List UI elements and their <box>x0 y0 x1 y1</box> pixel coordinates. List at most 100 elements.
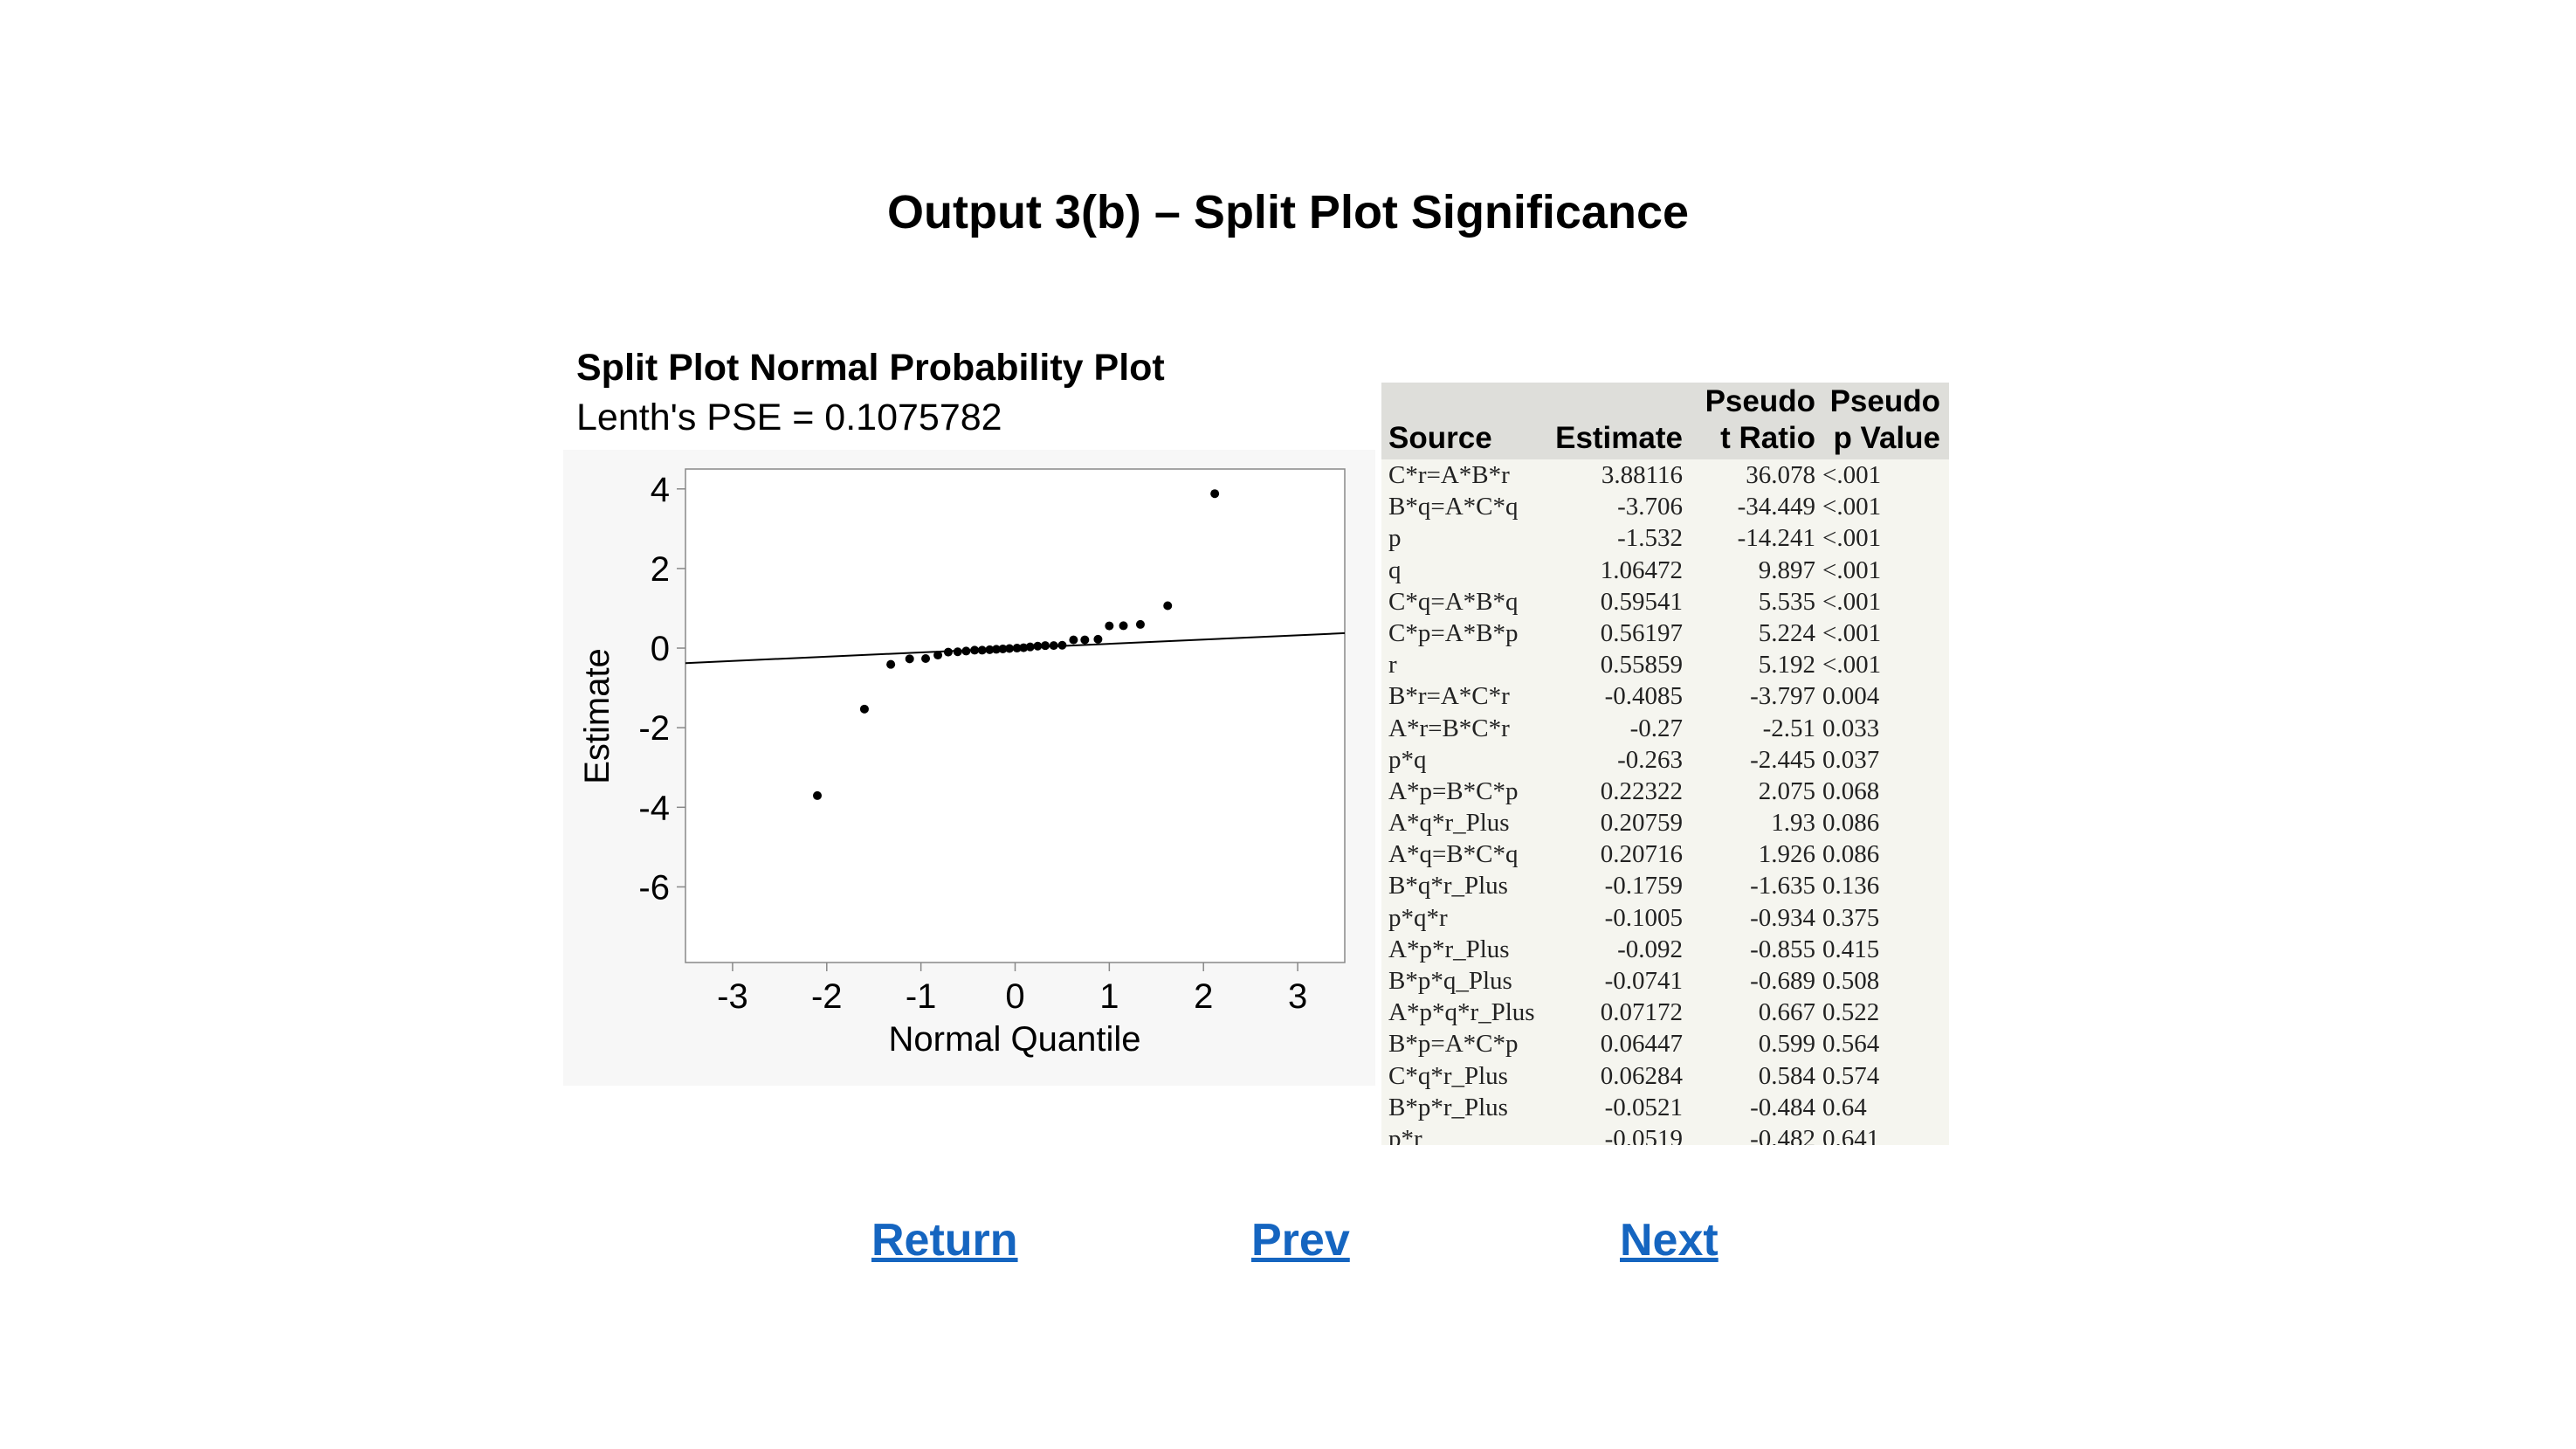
cell-source: p <box>1388 524 1402 553</box>
cell-source: A*q*r_Plus <box>1388 809 1510 838</box>
cell-estimate: 0.56197 <box>1600 618 1683 647</box>
cell-p-value: <.001 <box>1822 461 1882 489</box>
cell-source: p*q*r <box>1388 903 1448 932</box>
cell-t-ratio: 2.075 <box>1758 776 1815 805</box>
table-row: B*p*r_Plus -0.0521 -0.484 0.64 <box>1381 1092 1949 1123</box>
header-source: Source <box>1388 421 1492 455</box>
cell-source: p*r <box>1388 1124 1422 1145</box>
cell-estimate: 1.06472 <box>1600 555 1683 584</box>
cell-p-value: 0.037 <box>1822 745 1880 774</box>
data-point <box>1119 621 1128 631</box>
plot-title: Split Plot Normal Probability Plot <box>576 347 1165 389</box>
cell-estimate: -0.4085 <box>1604 682 1683 711</box>
cell-estimate: -0.0519 <box>1604 1124 1683 1145</box>
cell-source: C*q=A*B*q <box>1388 587 1519 616</box>
cell-t-ratio: 0.667 <box>1758 998 1815 1027</box>
chart-svg: 4 2 0 -2 -4 -6 -3 -2 -1 0 1 2 3 Normal Quantile Est… <box>578 468 1346 1059</box>
data-point <box>998 644 1008 653</box>
table-row: A*p*r_Plus -0.092 -0.855 0.415 <box>1381 934 1949 965</box>
table-row: A*r=B*C*r -0.27 -2.51 0.033 <box>1381 713 1949 744</box>
cell-estimate: -0.27 <box>1629 714 1683 742</box>
header-estimate: Estimate <box>1555 421 1683 455</box>
cell-estimate: 0.07172 <box>1600 998 1683 1027</box>
cell-t-ratio: 1.926 <box>1758 840 1815 869</box>
data-point <box>1012 644 1022 653</box>
cell-t-ratio: -0.855 <box>1750 935 1815 963</box>
data-point <box>961 646 971 656</box>
cell-source: C*p=A*B*p <box>1388 618 1519 647</box>
header-t-ratio-line1: Pseudo <box>1705 384 1815 418</box>
cell-t-ratio: -2.51 <box>1762 714 1815 742</box>
cell-source: B*r=A*C*r <box>1388 682 1510 711</box>
y-tick-label: -6 <box>638 868 670 907</box>
cell-source: C*r=A*B*r <box>1388 461 1510 489</box>
table-body: C*r=A*B*r 3.88116 36.078 <.001 B*q=A*C*q -3.7… <box>1381 459 1949 1145</box>
data-point <box>991 645 1001 654</box>
cell-estimate: 0.55859 <box>1600 651 1683 680</box>
data-point <box>1041 641 1050 651</box>
table-row: C*q=A*B*q 0.59541 5.535 <.001 <box>1381 586 1949 618</box>
x-tick-label: -2 <box>811 977 843 1016</box>
cell-source: B*p*r_Plus <box>1388 1093 1508 1121</box>
data-point <box>1080 635 1090 645</box>
cell-estimate: 0.20716 <box>1600 840 1683 869</box>
data-point <box>1019 643 1029 652</box>
data-point <box>1005 644 1015 653</box>
cell-source: p*q <box>1388 745 1427 774</box>
cell-t-ratio: 0.584 <box>1758 1061 1815 1090</box>
cell-t-ratio: -0.934 <box>1750 903 1815 932</box>
data-point <box>859 704 869 714</box>
cell-source: B*p*q_Plus <box>1388 967 1512 995</box>
y-axis: 4 2 0 -2 -4 -6 <box>638 471 685 907</box>
data-point <box>813 790 822 800</box>
table-row: B*r=A*C*r -0.4085 -3.797 0.004 <box>1381 680 1949 712</box>
table-row: C*p=A*B*p 0.56197 5.224 <.001 <box>1381 618 1949 649</box>
data-point <box>1033 641 1043 651</box>
cell-t-ratio: -0.484 <box>1750 1093 1815 1121</box>
next-link[interactable]: Next <box>1620 1215 1718 1266</box>
data-point <box>1049 641 1058 651</box>
data-point <box>953 647 962 657</box>
cell-p-value: 0.004 <box>1822 682 1880 711</box>
cell-source: A*r=B*C*r <box>1388 714 1510 742</box>
cell-t-ratio: -2.445 <box>1750 745 1815 774</box>
cell-t-ratio: -3.797 <box>1750 682 1815 711</box>
data-point <box>1105 621 1114 631</box>
cell-estimate: 0.20759 <box>1600 809 1683 838</box>
cell-estimate: -0.0741 <box>1604 967 1683 995</box>
cell-source: r <box>1388 651 1397 680</box>
table-row: A*p=B*C*p 0.22322 2.075 0.068 <box>1381 776 1949 807</box>
data-point <box>1025 642 1035 652</box>
effects-table: Source Estimate Pseudo t Ratio Pseudo p … <box>1381 383 1949 1145</box>
cell-t-ratio: 5.535 <box>1758 587 1815 616</box>
x-tick-label: -3 <box>717 977 748 1016</box>
cell-estimate: 3.88116 <box>1601 461 1683 489</box>
cell-p-value: 0.64 <box>1822 1093 1867 1121</box>
header-p-value-line1: Pseudo <box>1829 384 1940 418</box>
cell-estimate: 0.06447 <box>1600 1030 1683 1059</box>
prev-link[interactable]: Prev <box>1251 1215 1350 1266</box>
data-point <box>1093 634 1103 644</box>
cell-t-ratio: -1.635 <box>1750 872 1815 900</box>
data-point <box>943 647 953 657</box>
cell-p-value: <.001 <box>1822 524 1882 553</box>
cell-t-ratio: 5.224 <box>1758 618 1815 647</box>
plot-subtitle: Lenth's PSE = 0.1075782 <box>576 397 1002 438</box>
cell-p-value: <.001 <box>1822 587 1882 616</box>
data-point <box>970 645 980 655</box>
return-link[interactable]: Return <box>871 1215 1018 1266</box>
cell-source: B*p=A*C*p <box>1388 1030 1519 1059</box>
y-tick-label: 2 <box>651 550 670 589</box>
x-axis: -3 -2 -1 0 1 2 3 <box>717 963 1307 1016</box>
cell-p-value: <.001 <box>1822 555 1882 584</box>
cell-source: B*q*r_Plus <box>1388 872 1508 900</box>
cell-p-value: 0.508 <box>1822 967 1880 995</box>
cell-estimate: -0.1005 <box>1604 903 1683 932</box>
cell-p-value: 0.522 <box>1822 998 1880 1027</box>
cell-p-value: 0.415 <box>1822 935 1880 963</box>
cell-estimate: -0.092 <box>1617 935 1683 963</box>
table-row: C*q*r_Plus 0.06284 0.584 0.574 <box>1381 1060 1949 1092</box>
data-point <box>1135 619 1145 629</box>
cell-p-value: 0.641 <box>1822 1124 1880 1145</box>
cell-estimate: -0.1759 <box>1604 872 1683 900</box>
